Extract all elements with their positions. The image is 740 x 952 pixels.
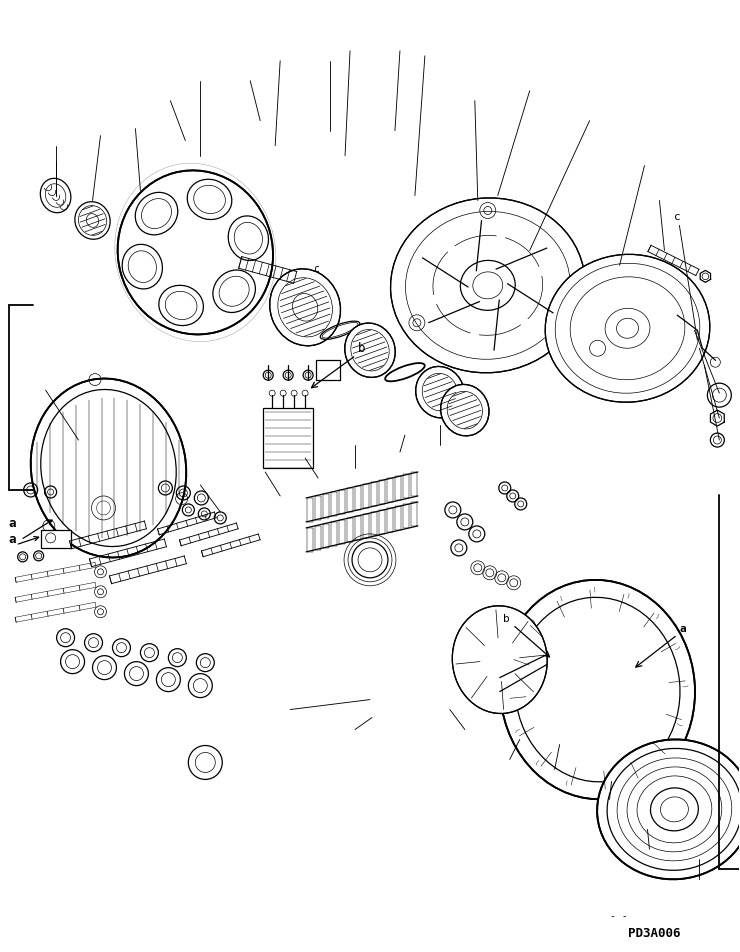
Bar	[323, 494, 329, 518]
Text: c: c	[313, 265, 319, 274]
Bar	[347, 488, 353, 512]
Bar	[379, 510, 385, 534]
Bar	[331, 522, 337, 545]
Bar	[363, 514, 369, 538]
Ellipse shape	[118, 170, 273, 334]
Bar	[403, 474, 409, 498]
Bar	[371, 512, 377, 536]
Bar	[395, 506, 401, 530]
Ellipse shape	[500, 580, 695, 800]
Bar	[355, 516, 361, 540]
Bar	[387, 478, 393, 502]
Bar	[411, 502, 417, 526]
Bar	[307, 498, 313, 522]
Ellipse shape	[345, 323, 395, 377]
Text: c: c	[674, 212, 682, 223]
Bar	[347, 518, 353, 542]
Bar	[263, 408, 313, 468]
Bar	[379, 480, 385, 504]
Bar	[363, 484, 369, 508]
Ellipse shape	[545, 254, 710, 402]
Ellipse shape	[440, 385, 489, 436]
Bar	[315, 496, 321, 520]
Ellipse shape	[31, 379, 186, 558]
Bar	[395, 476, 401, 500]
Ellipse shape	[452, 605, 547, 713]
Text: b: b	[502, 614, 510, 624]
Bar	[323, 524, 329, 547]
Bar	[307, 528, 313, 552]
Bar	[411, 472, 417, 496]
Bar	[339, 490, 345, 514]
Text: - -: - -	[610, 911, 628, 922]
Bar	[387, 508, 393, 532]
Bar	[315, 526, 321, 550]
Text: a: a	[9, 533, 16, 545]
Ellipse shape	[269, 268, 340, 346]
Ellipse shape	[391, 198, 585, 373]
Bar	[41, 530, 70, 547]
Text: a: a	[679, 624, 686, 634]
Bar	[403, 504, 409, 528]
Ellipse shape	[416, 367, 464, 418]
Ellipse shape	[597, 740, 740, 880]
Bar	[355, 486, 361, 510]
Bar	[371, 482, 377, 506]
Text: a: a	[9, 517, 16, 530]
Bar	[331, 492, 337, 516]
Bar	[339, 520, 345, 544]
Text: PD3A006: PD3A006	[628, 927, 680, 941]
Text: b: b	[358, 342, 366, 355]
